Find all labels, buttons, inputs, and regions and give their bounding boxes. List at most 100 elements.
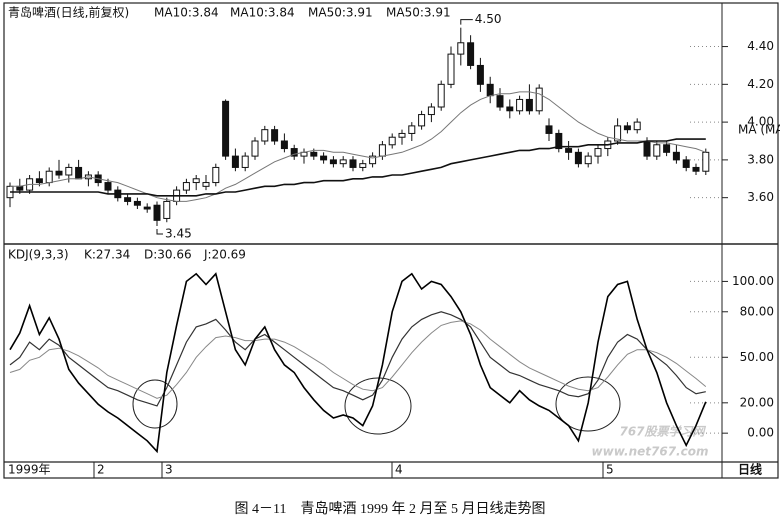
candle-body [222, 100, 230, 157]
candle-body [271, 129, 279, 142]
series-line [9, 272, 707, 454]
candle-body [45, 170, 53, 184]
y-tick-label: 4.20 [747, 77, 774, 91]
candle-body [525, 98, 533, 112]
right-label: MA (MA [738, 123, 780, 137]
y-tick-label: 0.00 [747, 426, 774, 440]
candle-body [143, 206, 151, 210]
candle-body [369, 155, 377, 165]
series-line [9, 320, 707, 399]
candle-body [633, 121, 641, 131]
header-label: MA50:3.91 [386, 6, 451, 20]
candle-body [104, 182, 112, 191]
candle-body [584, 155, 592, 165]
candle-body [682, 159, 690, 168]
annotation: 3.45 [165, 227, 192, 241]
period-label: 日线 [738, 462, 762, 477]
candle-body [614, 125, 622, 142]
candle-body [623, 125, 631, 131]
legend-label: K:27.34 [84, 248, 130, 262]
candle-body [261, 129, 269, 142]
candle-body [202, 182, 210, 187]
candle-body [192, 178, 200, 184]
candle-body [378, 144, 386, 157]
x-tick-label: 3 [165, 463, 173, 477]
header-label: 青岛啤酒(日线,前复权) [8, 5, 129, 20]
legend-label: J:20.69 [203, 248, 246, 262]
candle-body [16, 185, 24, 191]
candle-body [133, 200, 141, 206]
x-tick-label: 5 [606, 463, 614, 477]
legend-label: D:30.66 [144, 248, 192, 262]
y-tick-label: 4.40 [747, 39, 774, 53]
candle-body [398, 132, 406, 138]
candle-body [329, 159, 337, 165]
candle-body [290, 148, 298, 157]
y-tick-label: 3.80 [747, 152, 774, 166]
candle-body [447, 53, 455, 85]
candle-body [643, 140, 651, 157]
candle-body [476, 64, 484, 85]
candle-body [506, 106, 514, 112]
candle-body [251, 140, 259, 157]
candle-body [516, 98, 524, 112]
y-tick-label: 50.00 [740, 350, 774, 364]
candle-body [65, 166, 73, 176]
candle-body [310, 151, 318, 157]
y-tick-label: 4.00 [747, 115, 774, 129]
header-label: KDJ(9,3,3) [8, 248, 69, 262]
y-tick-label: 80.00 [740, 304, 774, 318]
candle-body [565, 148, 573, 153]
candle-body [574, 151, 582, 165]
candle-body [427, 106, 435, 116]
candle-body [594, 148, 602, 157]
outer-frame [3, 2, 779, 479]
y-tick-label: 20.00 [740, 395, 774, 409]
series-line [10, 138, 706, 197]
candle-body [486, 83, 494, 97]
header-label: MA10:3.84 [154, 6, 219, 20]
candle-body [672, 151, 680, 161]
candle-body [280, 140, 288, 150]
annotation-arrow [156, 229, 163, 235]
candle-body [702, 151, 710, 172]
candle-body [535, 87, 543, 112]
header-label: MA50:3.91 [308, 6, 373, 20]
candle-body [35, 178, 43, 184]
candle-body [55, 170, 63, 176]
candle-body [231, 155, 239, 168]
candle-body [418, 114, 426, 127]
candle-body [663, 144, 671, 153]
y-tick-label: 100.00 [732, 274, 774, 288]
candle-body [124, 197, 132, 202]
x-tick-label: 1999年 [8, 463, 51, 477]
caption: 图 4－11 青岛啤酒 1999 年 2 月至 5 月日线走势图 [235, 501, 546, 517]
candle-body [467, 42, 475, 66]
annotation-arrow [460, 19, 473, 25]
candle-body [163, 200, 171, 219]
candle-body [241, 155, 249, 168]
highlight-circle [344, 377, 412, 435]
candle-body [388, 136, 396, 146]
candle-body [555, 132, 563, 150]
candle-body [457, 42, 465, 55]
annotation: 4.50 [475, 12, 502, 26]
candle-body [408, 125, 416, 134]
y-tick-label: 3.60 [747, 190, 774, 204]
candle-body [349, 159, 357, 168]
candle-body [496, 95, 504, 108]
x-tick-label: 4 [395, 463, 403, 477]
x-tick-label: 2 [97, 463, 105, 477]
candle-body [359, 163, 367, 168]
series-line [10, 91, 706, 202]
candle-body [212, 166, 220, 184]
candle-body [692, 166, 700, 172]
watermark: 767股票学习网 [619, 425, 706, 439]
header-label: MA10:3.84 [230, 6, 295, 20]
candle-body [437, 83, 445, 108]
watermark: www.net767.com [592, 445, 709, 459]
candle-body [75, 166, 83, 180]
highlight-circle [132, 379, 178, 429]
candle-body [653, 144, 661, 157]
